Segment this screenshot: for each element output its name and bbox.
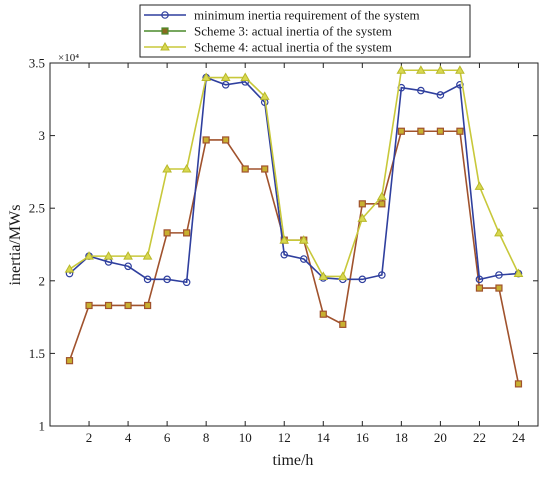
legend-marker	[161, 27, 169, 35]
data-point	[124, 262, 132, 271]
data-point	[475, 284, 484, 292]
y-tick-label: 1	[39, 419, 46, 434]
y-axis-title: inertia/MWs	[7, 205, 24, 286]
x-tick-label: 8	[203, 430, 210, 445]
legend-marker	[160, 41, 170, 51]
x-tick-label: 2	[86, 430, 93, 445]
data-point	[124, 301, 132, 310]
data-point	[182, 278, 191, 287]
data-point	[495, 284, 503, 292]
x-tick-label: 12	[278, 430, 291, 445]
data-point	[494, 227, 504, 237]
data-point	[220, 72, 231, 82]
data-point	[357, 213, 368, 222]
data-point	[475, 275, 484, 284]
data-point	[181, 163, 192, 173]
data-point	[144, 301, 152, 310]
data-point	[337, 271, 348, 280]
data-point	[222, 136, 230, 144]
y-tick-label: 3.5	[29, 56, 45, 71]
data-point	[202, 136, 210, 144]
data-point	[261, 165, 269, 173]
data-point	[183, 229, 191, 237]
data-point	[319, 310, 327, 318]
data-point	[474, 181, 485, 190]
x-tick-label: 10	[239, 430, 252, 445]
data-point	[358, 200, 366, 208]
data-point	[495, 271, 503, 279]
data-point	[397, 127, 405, 135]
series-line	[68, 76, 519, 284]
x-tick-label: 22	[473, 430, 486, 445]
data-point	[318, 271, 329, 280]
plot-frame	[49, 62, 539, 427]
data-point	[123, 251, 133, 260]
data-point	[298, 235, 309, 244]
data-point	[240, 72, 251, 82]
data-point	[163, 275, 171, 284]
data-point	[378, 271, 386, 279]
data-point	[358, 275, 367, 284]
x-tick-label: 24	[512, 430, 526, 445]
data-point	[513, 268, 524, 278]
data-point	[436, 91, 445, 99]
data-point	[436, 127, 444, 135]
legend-box	[139, 4, 471, 58]
x-tick-label: 14	[317, 430, 331, 445]
data-point	[279, 235, 290, 244]
data-point	[142, 251, 153, 260]
x-tick-label: 6	[164, 430, 171, 445]
series-line	[69, 69, 520, 278]
data-point	[299, 255, 308, 263]
data-point	[221, 80, 230, 89]
y-tick-label: 2	[39, 273, 46, 288]
data-point	[259, 91, 270, 100]
series-3	[64, 65, 524, 280]
x-tick-label: 16	[356, 430, 370, 445]
data-point	[416, 65, 426, 74]
data-point	[376, 191, 387, 201]
y-tick-label: 3	[39, 128, 46, 143]
data-point	[201, 72, 212, 82]
data-point	[64, 264, 75, 273]
legend-label: Scheme 3: actual inertia of the system	[194, 24, 392, 39]
data-point	[104, 301, 113, 310]
data-point	[143, 275, 152, 284]
y-tick-label: 1.5	[29, 346, 45, 361]
x-tick-label: 18	[395, 430, 408, 445]
data-point	[84, 251, 94, 260]
data-point	[162, 163, 172, 173]
x-tick-label: 20	[434, 430, 447, 445]
y-axis-exponent: ×10⁴	[58, 52, 79, 64]
data-point	[103, 251, 114, 260]
data-point	[456, 127, 464, 135]
data-point	[163, 229, 171, 237]
data-point	[514, 380, 523, 388]
data-point	[417, 127, 425, 135]
legend-label: minimum inertia requirement of the syste…	[194, 8, 420, 23]
y-tick-label: 2.5	[29, 201, 45, 216]
data-point	[435, 65, 446, 74]
series-group	[64, 65, 524, 388]
legend-marker	[161, 11, 169, 19]
series-1	[65, 73, 523, 287]
data-point	[280, 250, 289, 259]
data-point	[339, 320, 347, 328]
data-point	[85, 301, 93, 310]
data-point	[65, 357, 74, 365]
legend-label: Scheme 4: actual inertia of the system	[194, 40, 392, 55]
legend: minimum inertia requirement of the syste…	[139, 4, 471, 58]
axes	[49, 62, 539, 427]
x-axis-title: time/h	[273, 452, 314, 469]
data-point	[396, 65, 407, 74]
data-point	[455, 65, 465, 74]
data-point	[417, 86, 425, 95]
x-tick-label: 4	[125, 430, 132, 445]
data-point	[241, 165, 249, 173]
data-point	[378, 200, 386, 208]
